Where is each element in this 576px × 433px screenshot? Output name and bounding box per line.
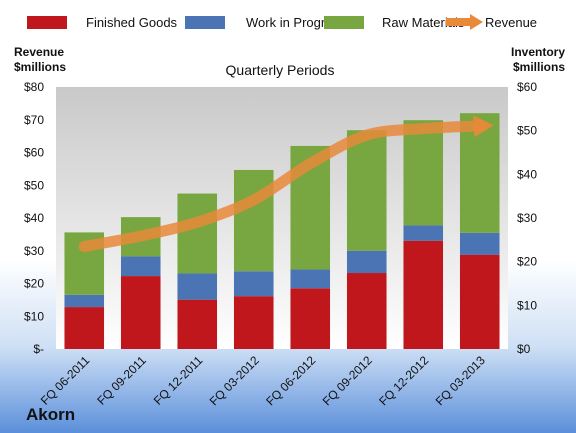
right-axis-tick-label: $50 — [517, 124, 537, 138]
revenue-arrowhead — [473, 115, 494, 138]
left-axis-tick-label: $70 — [24, 113, 44, 127]
legend-arrowhead-revenue — [470, 14, 483, 30]
legend-swatch-work-in-progress — [185, 16, 225, 29]
bar-work-in-progress — [64, 294, 105, 308]
right-axis-title-line2: $millions — [513, 60, 565, 74]
legend-label-finished-goods: Finished Goods — [86, 15, 178, 30]
left-axis-tick-label: $80 — [24, 80, 44, 94]
right-axis-tick-label: $10 — [517, 298, 537, 312]
bar-finished-goods — [459, 254, 500, 349]
bar-finished-goods — [120, 276, 161, 349]
left-axis-tick-label: $- — [33, 342, 44, 356]
right-axis-ticks: $0 $10 $20 $30 $40 $50 $60 — [517, 80, 537, 356]
legend-item-revenue: Revenue — [446, 14, 537, 30]
right-axis-title-line1: Inventory — [511, 45, 565, 59]
legend-label-revenue: Revenue — [485, 15, 537, 30]
legend: Finished Goods Work in Progress Raw Mate… — [27, 14, 537, 30]
bar-finished-goods — [290, 288, 331, 349]
revenue-line — [78, 120, 486, 252]
left-axis-tick-label: $10 — [24, 309, 44, 323]
left-axis-tick-label: $60 — [24, 146, 44, 160]
bar-work-in-progress — [177, 273, 218, 300]
left-axis-tick-label: $30 — [24, 244, 44, 258]
chart-subtitle: Quarterly Periods — [226, 62, 335, 78]
right-axis-tick-label: $40 — [517, 167, 537, 181]
legend-item-finished-goods: Finished Goods — [27, 15, 178, 30]
bar-work-in-progress — [290, 269, 331, 289]
bar-finished-goods — [346, 273, 387, 349]
bar-work-in-progress — [233, 271, 274, 297]
legend-label-raw-materials: Raw Materials — [382, 15, 465, 30]
bar-raw-materials — [177, 193, 218, 274]
left-axis-tick-label: $50 — [24, 178, 44, 192]
bar-finished-goods — [403, 240, 444, 349]
left-axis-tick-label: $20 — [24, 277, 44, 291]
bar-finished-goods — [177, 299, 218, 349]
right-axis-tick-label: $30 — [517, 211, 537, 225]
left-axis-title-line2: $millions — [14, 60, 66, 74]
bar-raw-materials — [233, 169, 274, 272]
left-axis-title-line1: Revenue — [14, 45, 64, 59]
right-axis-tick-label: $0 — [517, 342, 531, 356]
bar-finished-goods — [233, 296, 274, 349]
company-name: Akorn — [26, 405, 75, 424]
bar-work-in-progress — [459, 232, 500, 255]
legend-item-work-in-progress: Work in Progress — [185, 15, 346, 30]
bar-finished-goods — [64, 307, 105, 349]
legend-item-raw-materials: Raw Materials — [324, 15, 465, 30]
bar-raw-materials — [346, 130, 387, 251]
revenue-line-series — [78, 115, 494, 252]
bar-work-in-progress — [346, 250, 387, 274]
legend-label-work-in-progress: Work in Progress — [246, 15, 346, 30]
bar-raw-materials — [403, 120, 444, 226]
right-axis-tick-label: $20 — [517, 255, 537, 269]
bar-work-in-progress — [403, 225, 444, 241]
left-axis-tick-label: $40 — [24, 211, 44, 225]
legend-swatch-raw-materials — [324, 16, 364, 29]
legend-swatch-finished-goods — [27, 16, 67, 29]
left-axis-ticks: $- $10 $20 $30 $40 $50 $60 $70 $80 — [24, 80, 44, 356]
right-axis-tick-label: $60 — [517, 80, 537, 94]
bar-work-in-progress — [120, 256, 161, 277]
